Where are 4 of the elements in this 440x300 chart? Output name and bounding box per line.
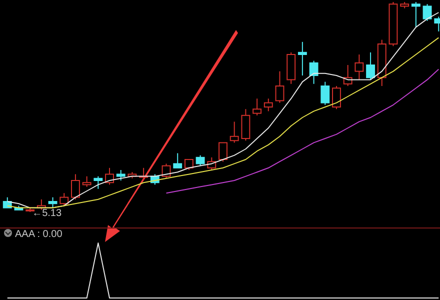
candlestick xyxy=(275,70,284,104)
candlestick xyxy=(298,41,307,76)
chart-title: AAA : 0.00 xyxy=(15,229,63,240)
annotation: ←5.13 xyxy=(32,208,62,219)
